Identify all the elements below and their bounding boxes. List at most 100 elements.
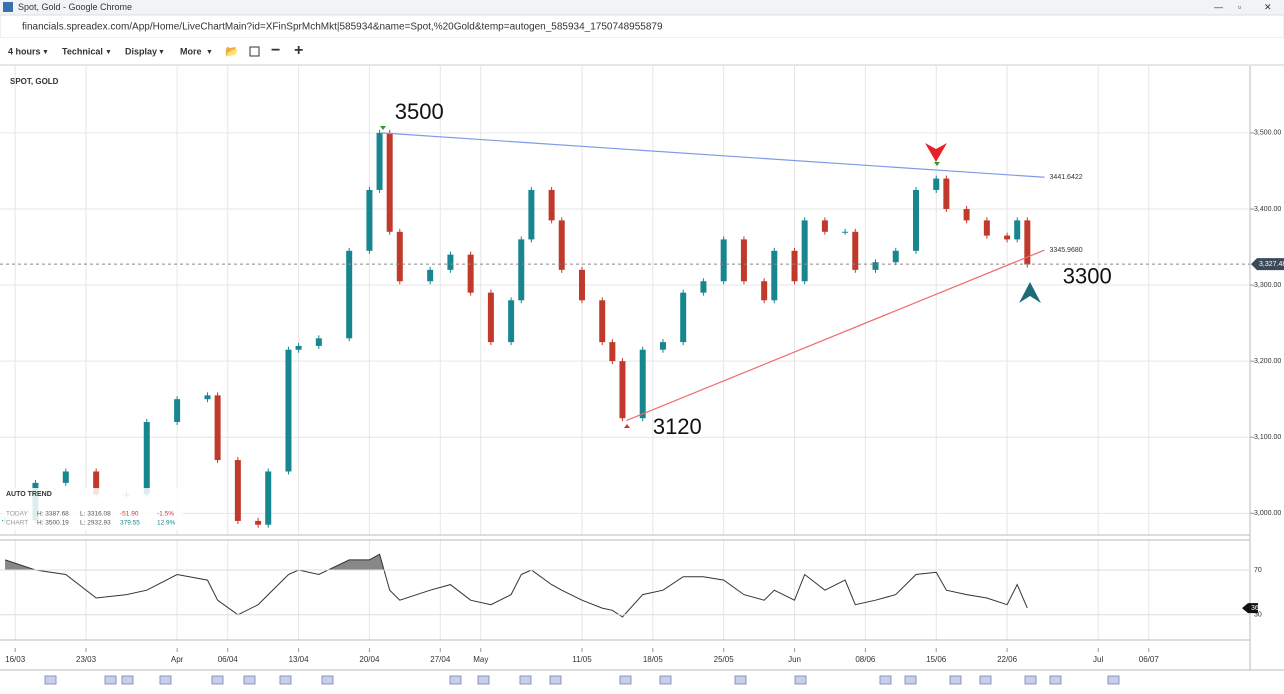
favicon (3, 2, 13, 12)
candle (801, 220, 808, 282)
dropdown-caret[interactable]: ▼ (158, 49, 165, 56)
candle (821, 220, 828, 232)
event-flag (159, 675, 172, 685)
peak-marker (380, 126, 386, 130)
url[interactable]: financials.spreadex.com/App/Home/LiveCha… (22, 22, 663, 33)
candle (609, 342, 616, 362)
plot: 16/03 23/03 Apr 06/04 13/04 20/04 27/04 May 11/0… (0, 66, 1284, 685)
event-flag (734, 675, 747, 685)
candle (791, 250, 798, 282)
indicator-last: 36 (1251, 605, 1259, 612)
x-tick-label: 13/04 (289, 655, 310, 664)
candle (427, 269, 434, 282)
dropdown-caret[interactable]: ▼ (206, 49, 213, 56)
candle (447, 254, 454, 270)
candle (680, 292, 687, 343)
candle (943, 178, 950, 209)
toolbar-menu[interactable]: 4 hours (8, 46, 41, 56)
event-flag (879, 675, 892, 685)
event-flag (1024, 675, 1037, 685)
info-cell: L: 3316.08 (80, 511, 111, 518)
x-tick-label: 06/04 (218, 655, 239, 664)
zoom-in[interactable]: + (294, 42, 303, 59)
event-flag (104, 675, 117, 685)
candle (558, 220, 565, 270)
event-flag (549, 675, 562, 685)
minimize[interactable]: — (1214, 2, 1223, 12)
candle (872, 262, 879, 270)
candle (467, 254, 474, 293)
candle (386, 132, 393, 232)
event-flag (519, 675, 532, 685)
zoom-out[interactable]: − (271, 42, 280, 59)
x-tick-label: Apr (171, 655, 184, 664)
candle (508, 300, 515, 343)
trend-label: 3345.9680 (1050, 247, 1083, 254)
x-tick-label: Jul (1093, 655, 1103, 664)
candle (983, 220, 990, 236)
toolbar-items: 4 hours ▼ Technical ▼ Display ▼ More ▼ (8, 46, 213, 56)
y-tick-label: 3,000.00 (1254, 510, 1281, 517)
candle (892, 250, 899, 263)
info-cell: 379.55 (120, 520, 140, 527)
candle (548, 189, 555, 221)
event-flag (243, 675, 256, 685)
x-tick-label: 27/04 (430, 655, 451, 664)
candle (528, 189, 535, 240)
event-flag (121, 675, 134, 685)
save-icon[interactable] (249, 46, 260, 57)
annotation: 3300 (1063, 263, 1112, 288)
candle (639, 349, 646, 419)
candle (518, 239, 525, 301)
candle (214, 395, 221, 461)
open-icon[interactable]: 📂 (225, 46, 239, 58)
info-cell: L: 2932.93 (80, 520, 111, 527)
x-tick-label: Jun (788, 655, 801, 664)
trend-label: 3441.6422 (1050, 174, 1083, 181)
info-cell: H: 3500.19 (37, 520, 69, 527)
toolbar-menu[interactable]: Technical (62, 46, 103, 56)
y-tick-label: 3,300.00 (1254, 282, 1281, 289)
last-price-label: 3,327.48 (1259, 261, 1284, 268)
trough-marker (624, 424, 630, 428)
x-tick-label: May (473, 655, 488, 664)
info-cell: H: 3387.68 (37, 511, 69, 518)
toolbar-menu[interactable]: More (180, 46, 202, 56)
up-arrow (1019, 282, 1041, 303)
event-flag (979, 675, 992, 685)
candle (933, 178, 940, 190)
candle (659, 342, 666, 350)
close[interactable]: ✕ (1264, 2, 1272, 12)
candle (255, 520, 262, 525)
toolbar-menu[interactable]: Display (125, 46, 157, 56)
candle (771, 250, 778, 301)
y-tick-label: 3,100.00 (1254, 434, 1281, 441)
maximize[interactable]: ▫ (1238, 2, 1241, 12)
candle (740, 239, 747, 282)
candle (599, 300, 606, 343)
candle (285, 349, 292, 472)
y-tick-label: 3,400.00 (1254, 206, 1281, 213)
event-flag (449, 675, 462, 685)
x-tick-label: 16/03 (5, 655, 26, 664)
event-flag (794, 675, 807, 685)
event-flag (1107, 675, 1120, 685)
indicator-tick-label: 30 (1254, 612, 1262, 619)
x-tick-label: 08/06 (855, 655, 876, 664)
candle (1014, 220, 1021, 240)
candle (1004, 235, 1011, 240)
y-tick-label: 3,500.00 (1254, 130, 1281, 137)
info-panel (3, 488, 183, 530)
event-flag (321, 675, 334, 685)
candle (62, 471, 69, 483)
x-tick-label: 11/05 (572, 655, 592, 664)
dropdown-caret[interactable]: ▼ (42, 49, 49, 56)
candle (619, 361, 626, 419)
event-flag (949, 675, 962, 685)
x-tick-label: 25/05 (714, 655, 735, 664)
candle (487, 292, 494, 343)
window-title: Spot, Gold - Google Chrome (18, 2, 132, 12)
candle (578, 269, 585, 301)
dropdown-caret[interactable]: ▼ (105, 49, 112, 56)
info-cell: 12.9% (157, 520, 176, 527)
